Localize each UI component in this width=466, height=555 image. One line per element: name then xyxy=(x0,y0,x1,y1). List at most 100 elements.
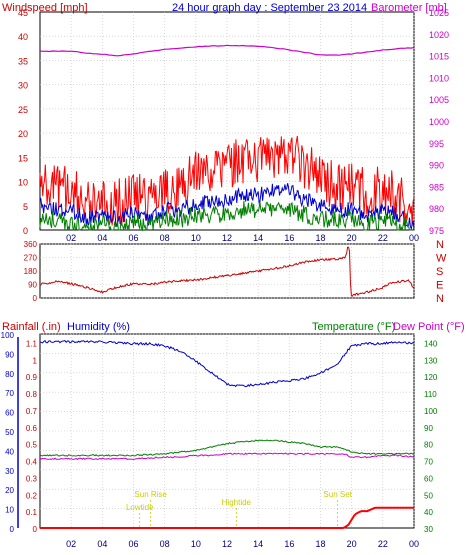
hour-tick-label: 10 xyxy=(191,233,201,243)
rainfall-tick-label: 0.9 xyxy=(26,373,38,382)
rainfall-tick-label: 0.3 xyxy=(26,474,38,483)
humidity-tick-label: 90 xyxy=(5,350,14,359)
temperature-tick-label: 120 xyxy=(424,373,438,382)
compass-tick-label: W xyxy=(436,253,447,265)
windspeed-tick-label: 40 xyxy=(18,32,28,42)
compass-tick-label: S xyxy=(436,266,443,278)
barometer-tick-label: 1015 xyxy=(429,52,449,62)
barometer-tick-label: 1000 xyxy=(429,117,449,127)
direction-degree-ticks: 0 90 180 270 360 xyxy=(24,240,38,303)
temperature-tick-label: 100 xyxy=(424,407,438,416)
temperature-axis-label: Temperature (°F) xyxy=(312,321,395,333)
rainfall-tick-label: 0.6 xyxy=(26,424,38,433)
compass-tick-label: N xyxy=(436,239,444,251)
rainfall-tick-label: 0.2 xyxy=(26,491,38,500)
humidity-axis-label: Humidity (%) xyxy=(67,321,130,333)
hour-tick-label: 00 xyxy=(409,233,419,243)
hour-tick-label: 08 xyxy=(160,539,170,549)
humidity-tick-label: 50 xyxy=(5,428,14,437)
temperature-tick-label: 60 xyxy=(424,474,433,483)
windspeed-tick-label: 20 xyxy=(18,129,28,139)
event-label: Sun Set xyxy=(323,490,352,499)
humidity-tick-label: 0 xyxy=(10,525,15,534)
barometer-tick-label: 1010 xyxy=(429,73,449,83)
panel3-grid xyxy=(40,333,415,528)
rainfall-tick-label: 0.5 xyxy=(26,441,38,450)
rainfall-axis-ticks: 0 0.1 0.2 0.3 0.4 0.5 0.6 0.7 0.8 0.9 1 1.1 xyxy=(26,339,38,534)
hour-tick-label: 20 xyxy=(347,233,357,243)
panel2-series xyxy=(39,246,415,297)
barometer-tick-label: 985 xyxy=(429,182,444,192)
dewpoint-line xyxy=(39,452,415,461)
humidity-line xyxy=(39,340,415,388)
temperature-tick-label: 140 xyxy=(424,339,438,348)
hour-tick-label: 12 xyxy=(222,233,232,243)
direction-line xyxy=(39,246,415,297)
hour-tick-label: 16 xyxy=(284,233,294,243)
temperature-tick-label: 130 xyxy=(424,356,438,365)
hour-tick-label: 02 xyxy=(66,233,76,243)
barometer-tick-label: 975 xyxy=(429,226,444,236)
hour-tick-label: 20 xyxy=(347,539,357,549)
rainfall-axis-label: Rainfall (.in) xyxy=(2,321,61,333)
barometer-tick-label: 995 xyxy=(429,139,444,149)
windspeed-tick-label: 45 xyxy=(18,8,28,18)
degree-tick-label: 90 xyxy=(28,281,37,290)
humidity-tick-label: 40 xyxy=(5,447,14,456)
humidity-axis-ticks: 0 10 20 30 40 50 60 70 80 90 100 xyxy=(1,331,19,534)
hour-tick-label: 10 xyxy=(191,539,201,549)
low-line xyxy=(39,200,415,232)
barometer-tick-label: 990 xyxy=(429,161,444,171)
temperature-axis-ticks: 30 40 50 60 70 80 90 100 110 120 130 140 xyxy=(424,339,438,534)
hour-tick-label: 02 xyxy=(66,539,76,549)
panel1-series xyxy=(39,44,415,232)
windspeed-tick-label: 15 xyxy=(18,153,28,163)
windspeed-tick-label: 5 xyxy=(23,202,28,212)
degree-tick-label: 270 xyxy=(24,254,38,263)
panel1-x-ticks: 02 04 06 08 10 12 14 16 18 20 22 00 xyxy=(66,233,419,243)
barometer-axis-ticks: 975 980 985 990 995 1000 1005 1010 1015 1020 1025 xyxy=(429,8,449,236)
barometer-line xyxy=(39,44,415,57)
dewpoint-axis-label: Dew Point (°F) xyxy=(393,321,465,333)
rainfall-tick-label: 1 xyxy=(33,356,38,365)
hour-tick-label: 08 xyxy=(160,233,170,243)
hour-tick-label: 04 xyxy=(97,539,107,549)
panel3-series xyxy=(39,340,415,529)
event-label: Hightide xyxy=(222,498,252,507)
humidity-tick-label: 60 xyxy=(5,409,14,418)
temperature-line xyxy=(39,439,415,457)
degree-tick-label: 360 xyxy=(24,240,38,249)
rainfall-tick-label: 0.4 xyxy=(26,458,38,467)
degree-tick-label: 180 xyxy=(24,267,38,276)
panel3-x-ticks: 02 04 06 08 10 12 14 16 18 20 22 00 xyxy=(66,539,419,549)
temperature-tick-label: 40 xyxy=(424,508,433,517)
barometer-tick-label: 1025 xyxy=(429,8,449,18)
humidity-temperature-panel: Lowtide Sun Rise Hightide Sun Set 0 0.1 0.2 0.… xyxy=(1,321,465,549)
rainfall-tick-label: 0.7 xyxy=(26,407,38,416)
hour-tick-label: 06 xyxy=(128,233,138,243)
degree-tick-label: 0 xyxy=(33,294,38,303)
temperature-tick-label: 80 xyxy=(424,441,433,450)
windspeed-tick-label: 10 xyxy=(18,178,28,188)
hour-tick-label: 16 xyxy=(284,539,294,549)
hour-tick-label: 12 xyxy=(222,539,232,549)
hour-tick-label: 22 xyxy=(378,233,388,243)
windspeed-tick-label: 30 xyxy=(18,81,28,91)
rainfall-tick-label: 0 xyxy=(33,525,38,534)
rainfall-tick-label: 0.8 xyxy=(26,390,38,399)
windspeed-tick-label: 25 xyxy=(18,105,28,115)
humidity-tick-label: 100 xyxy=(1,331,15,340)
barometer-tick-label: 980 xyxy=(429,204,444,214)
temperature-tick-label: 30 xyxy=(424,525,433,534)
barometer-axis-label: Barometer [mb] xyxy=(371,2,447,14)
hour-tick-label: 14 xyxy=(253,233,263,243)
compass-tick-label: N xyxy=(436,293,444,305)
humidity-tick-label: 80 xyxy=(5,370,14,379)
windspeed-tick-label: 0 xyxy=(23,226,28,236)
event-labels: Lowtide Sun Rise Hightide Sun Set xyxy=(126,490,353,528)
hour-tick-label: 22 xyxy=(378,539,388,549)
